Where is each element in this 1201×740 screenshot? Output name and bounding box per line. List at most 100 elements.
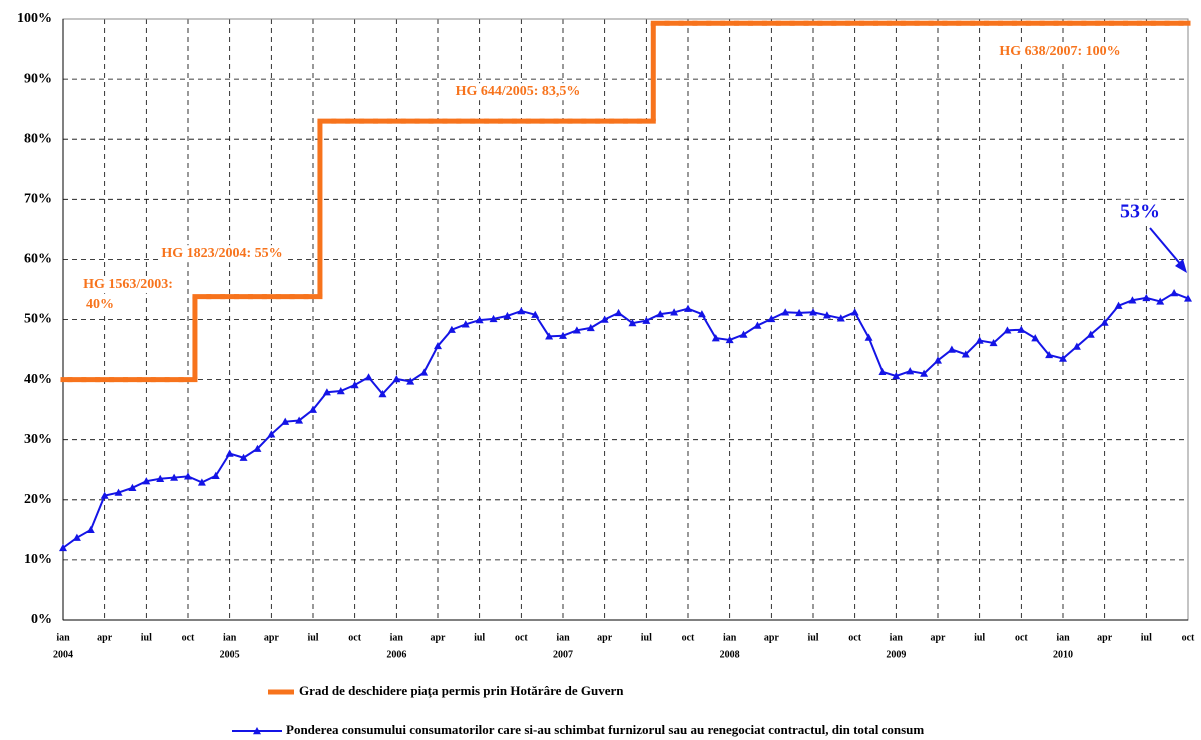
data-point	[906, 367, 915, 375]
annotation-arrow	[1149, 227, 1183, 267]
x-tick-label: ian	[723, 632, 737, 643]
data-point	[961, 350, 970, 358]
x-tick-label: oct	[682, 632, 695, 643]
data-point	[711, 334, 720, 342]
data-point	[100, 491, 109, 499]
x-tick-label: oct	[1182, 632, 1195, 643]
data-point	[642, 316, 651, 324]
data-point	[114, 488, 123, 496]
x-tick-label: iul	[807, 632, 818, 643]
y-tick-label: 50%	[24, 312, 52, 327]
x-tick-label: apr	[97, 632, 113, 643]
x-group-label: 2009	[886, 649, 906, 660]
data-point	[614, 308, 623, 317]
data-point	[475, 316, 484, 324]
data-point	[322, 388, 331, 396]
data-point	[864, 333, 873, 341]
data-point	[142, 477, 151, 485]
data-point	[739, 330, 748, 338]
x-tick-label: ian	[890, 632, 904, 643]
data-point	[1100, 318, 1109, 326]
data-point	[531, 310, 540, 318]
plot	[59, 20, 1192, 552]
x-group-label: 2007	[553, 649, 573, 660]
data-point	[600, 315, 609, 323]
x-tick-label: iul	[974, 632, 985, 643]
data-point	[1142, 293, 1151, 302]
data-point	[489, 314, 498, 323]
x-tick-label: ian	[223, 632, 237, 643]
annotation: HG 1823/2004: 55%	[161, 246, 282, 261]
data-point	[128, 483, 137, 491]
data-point	[336, 387, 345, 395]
data-point	[920, 369, 929, 377]
data-point	[572, 326, 581, 334]
x-tick-label: oct	[848, 632, 861, 643]
x-tick-label: apr	[931, 632, 947, 643]
data-point	[836, 314, 845, 322]
y-tick-label: 10%	[24, 552, 52, 567]
data-point	[545, 332, 554, 340]
x-tick-label: apr	[764, 632, 780, 643]
data-point	[281, 417, 290, 425]
annotation-bg	[158, 245, 286, 263]
data-point	[447, 325, 456, 333]
data-point	[947, 345, 956, 353]
y-tick-label: 100%	[17, 11, 52, 26]
data-point	[253, 444, 262, 452]
x-tick-label: oct	[182, 632, 195, 643]
x-tick-label: oct	[348, 632, 361, 643]
data-point	[850, 308, 859, 316]
data-point	[975, 336, 984, 344]
y-tick-label: 90%	[24, 71, 52, 86]
data-point	[239, 453, 248, 461]
data-point	[170, 473, 179, 481]
annotation-bg	[1117, 199, 1163, 224]
annotation: HG 644/2005: 83,5%	[456, 84, 581, 99]
data-point	[1170, 289, 1179, 297]
y-tick-label: 70%	[24, 192, 52, 207]
y-tick-label: 30%	[24, 432, 52, 447]
data-point	[461, 320, 470, 328]
legend-label: Ponderea consumului consumatorilor care …	[286, 722, 924, 737]
annotation: HG 638/2007: 100%	[999, 44, 1120, 59]
data-point	[1114, 301, 1123, 309]
data-point	[892, 371, 901, 380]
data-point	[1003, 326, 1012, 334]
data-point	[1184, 294, 1192, 302]
x-group-label: 2006	[386, 649, 406, 660]
data-point	[795, 308, 804, 317]
x-tick-label: ian	[56, 632, 70, 643]
data-point	[309, 405, 317, 413]
data-point	[697, 310, 706, 318]
data-point	[211, 471, 220, 479]
x-group-label: 2005	[220, 649, 240, 660]
y-tick-label: 40%	[24, 372, 52, 387]
x-tick-label: iul	[141, 632, 152, 643]
data-point	[1072, 342, 1081, 350]
data-point	[86, 525, 95, 534]
data-point	[1059, 354, 1067, 362]
data-point	[364, 373, 373, 381]
x-group-label: 2010	[1053, 649, 1073, 660]
data-point	[628, 319, 637, 327]
annotation: HG 1563/2003:	[83, 277, 173, 292]
x-group-label: 2004	[53, 649, 73, 660]
data-point	[378, 390, 387, 398]
x-tick-label: apr	[431, 632, 447, 643]
data-point	[684, 304, 692, 312]
legend-label: Grad de deschidere piaţa permis prin Hot…	[299, 683, 624, 698]
x-tick-label: oct	[1015, 632, 1028, 643]
x-tick-label: apr	[597, 632, 613, 643]
y-tick-label: 20%	[24, 492, 52, 507]
data-point	[503, 311, 512, 320]
annotation-bg	[452, 83, 584, 101]
y-tick-label: 60%	[24, 252, 52, 267]
x-tick-label: iul	[307, 632, 318, 643]
data-point	[586, 323, 595, 332]
x-tick-label: ian	[390, 632, 404, 643]
data-point	[656, 310, 665, 318]
y-tick-label: 0%	[31, 612, 52, 627]
data-point	[989, 338, 998, 347]
